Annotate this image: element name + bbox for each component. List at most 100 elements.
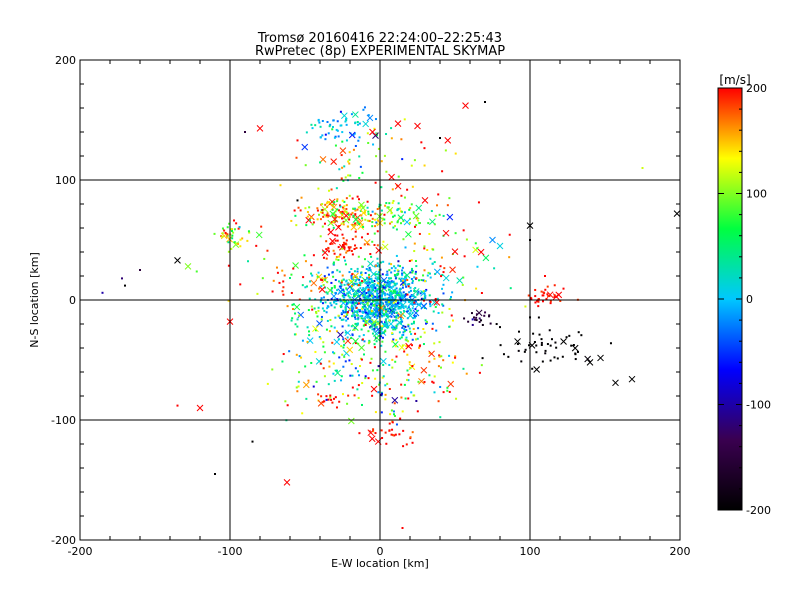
data-point bbox=[363, 279, 366, 282]
data-point bbox=[392, 410, 395, 413]
data-point bbox=[371, 369, 374, 372]
data-point bbox=[385, 313, 388, 316]
data-point bbox=[367, 295, 370, 298]
data-point bbox=[308, 297, 311, 300]
data-point bbox=[359, 287, 362, 290]
data-point bbox=[310, 289, 313, 292]
data-point bbox=[317, 271, 320, 274]
data-point bbox=[281, 269, 284, 272]
data-point bbox=[354, 244, 357, 247]
data-point bbox=[395, 282, 398, 285]
data-point bbox=[321, 307, 324, 310]
data-point bbox=[544, 288, 547, 291]
data-point bbox=[378, 285, 381, 288]
data-point bbox=[335, 256, 338, 259]
data-point bbox=[371, 281, 374, 284]
data-point bbox=[383, 323, 386, 326]
data-point bbox=[386, 297, 389, 300]
data-point bbox=[389, 413, 392, 416]
data-point bbox=[342, 220, 345, 223]
chart-subtitle: RwPretec (8p) EXPERIMENTAL SKYMAP bbox=[255, 44, 505, 59]
data-point bbox=[317, 309, 320, 312]
data-point bbox=[508, 256, 511, 259]
data-point bbox=[429, 305, 432, 308]
data-point bbox=[410, 294, 413, 297]
data-point bbox=[383, 154, 386, 157]
data-point bbox=[307, 330, 310, 333]
data-point bbox=[428, 374, 431, 377]
data-point bbox=[438, 213, 441, 216]
data-point bbox=[374, 295, 377, 298]
data-point bbox=[325, 311, 328, 314]
data-point bbox=[371, 280, 374, 283]
data-point bbox=[291, 303, 294, 306]
data-point bbox=[311, 223, 314, 226]
data-point bbox=[355, 217, 358, 220]
data-point bbox=[424, 296, 427, 299]
data-point bbox=[402, 324, 405, 327]
data-point bbox=[223, 229, 226, 232]
data-point bbox=[304, 286, 307, 289]
data-point bbox=[332, 372, 335, 375]
data-point bbox=[423, 247, 426, 250]
data-point-x bbox=[496, 242, 504, 250]
data-point bbox=[339, 110, 342, 113]
data-point bbox=[395, 423, 398, 426]
data-point bbox=[407, 306, 410, 309]
data-point bbox=[410, 391, 413, 394]
data-point bbox=[385, 284, 388, 287]
data-point bbox=[393, 269, 396, 272]
data-point bbox=[354, 144, 357, 147]
data-point bbox=[333, 306, 336, 309]
data-point bbox=[537, 305, 540, 308]
data-point bbox=[308, 219, 311, 222]
data-point bbox=[342, 318, 345, 321]
data-point bbox=[308, 334, 311, 337]
data-point bbox=[343, 315, 346, 318]
data-point bbox=[392, 325, 395, 328]
data-point bbox=[384, 307, 387, 310]
data-point bbox=[391, 281, 394, 284]
data-point bbox=[348, 308, 351, 311]
data-point bbox=[330, 222, 333, 225]
y-tick-label: -200 bbox=[51, 534, 76, 547]
data-point-x bbox=[344, 329, 352, 337]
data-point bbox=[354, 213, 357, 216]
data-point bbox=[412, 327, 415, 330]
data-point bbox=[395, 287, 398, 290]
data-point bbox=[288, 277, 291, 280]
data-point bbox=[394, 292, 397, 295]
data-point bbox=[392, 292, 395, 295]
data-point bbox=[397, 264, 400, 267]
data-point bbox=[446, 204, 449, 207]
data-point bbox=[351, 301, 354, 304]
data-point bbox=[400, 383, 403, 386]
data-point bbox=[330, 304, 333, 307]
data-point bbox=[356, 388, 359, 391]
data-point-x bbox=[397, 214, 405, 221]
data-point bbox=[322, 256, 325, 259]
data-point bbox=[407, 325, 410, 328]
data-point-x bbox=[335, 223, 342, 231]
data-point bbox=[346, 311, 349, 314]
data-point bbox=[429, 302, 432, 305]
data-point bbox=[405, 277, 408, 280]
data-point-x bbox=[533, 366, 541, 373]
data-point bbox=[480, 292, 483, 295]
data-point bbox=[296, 139, 299, 142]
data-point bbox=[320, 318, 323, 321]
data-point bbox=[351, 223, 354, 226]
data-point bbox=[306, 215, 309, 218]
data-point bbox=[417, 380, 420, 383]
data-point bbox=[336, 239, 339, 242]
data-point bbox=[372, 428, 375, 431]
data-point bbox=[424, 290, 427, 293]
data-point bbox=[339, 300, 342, 303]
data-point bbox=[376, 300, 379, 303]
data-point bbox=[530, 297, 533, 300]
data-point bbox=[292, 308, 295, 311]
data-point bbox=[339, 287, 342, 290]
data-point bbox=[302, 276, 305, 279]
data-point bbox=[342, 311, 345, 314]
data-point bbox=[330, 289, 333, 292]
